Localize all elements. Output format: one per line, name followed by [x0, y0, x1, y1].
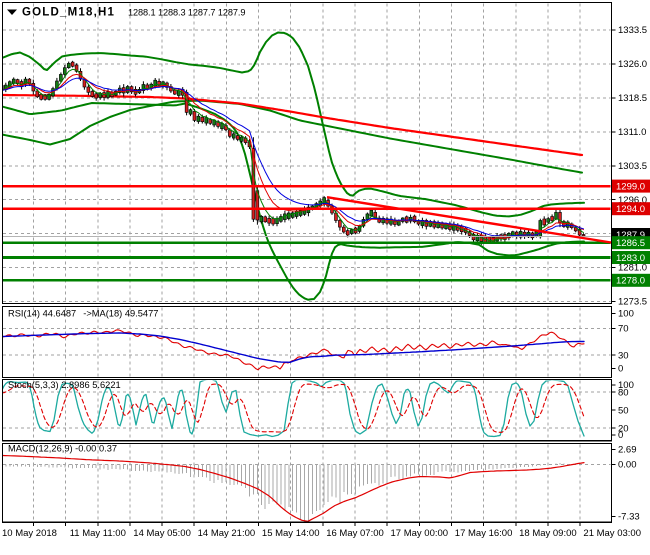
svg-text:17 May 00:00: 17 May 00:00: [391, 528, 449, 539]
svg-text:0: 0: [618, 364, 623, 375]
svg-text:1333.5: 1333.5: [618, 25, 647, 36]
svg-text:70: 70: [618, 324, 629, 335]
svg-text:30: 30: [618, 350, 629, 361]
svg-text:0: 0: [618, 430, 623, 441]
svg-text:17 May 16:00: 17 May 16:00: [455, 528, 513, 539]
svg-text:1294.0: 1294.0: [616, 204, 645, 215]
svg-text:20: 20: [618, 423, 629, 434]
svg-text:1318.5: 1318.5: [618, 93, 647, 104]
svg-text:14 May 05:00: 14 May 05:00: [133, 528, 191, 539]
svg-text:-7.33: -7.33: [618, 512, 640, 523]
svg-text:100: 100: [618, 380, 634, 391]
svg-text:1288.1 1288.3 1287.7 1287.9: 1288.1 1288.3 1287.7 1287.9: [128, 7, 245, 17]
svg-text:1326.0: 1326.0: [618, 59, 647, 70]
svg-text:1311.0: 1311.0: [618, 127, 646, 138]
svg-text:14 May 21:00: 14 May 21:00: [198, 528, 256, 539]
svg-text:50: 50: [618, 405, 629, 416]
svg-text:11 May 11:00: 11 May 11:00: [70, 528, 126, 539]
svg-text:1303.5: 1303.5: [618, 161, 647, 172]
svg-text:1299.0: 1299.0: [616, 182, 645, 193]
svg-text:0.00: 0.00: [618, 460, 637, 471]
svg-text:1296.0: 1296.0: [618, 195, 647, 206]
svg-text:16 May 07:00: 16 May 07:00: [326, 528, 384, 539]
svg-text:GOLD_M18,H1: GOLD_M18,H1: [22, 7, 115, 19]
svg-text:2.69: 2.69: [618, 445, 637, 456]
svg-text:1278.0: 1278.0: [616, 276, 645, 287]
svg-text:15 May 14:00: 15 May 14:00: [262, 528, 320, 539]
svg-text:1281.0: 1281.0: [618, 263, 647, 274]
svg-text:MACD(12,26,9) -0.00 0.37: MACD(12,26,9) -0.00 0.37: [8, 444, 117, 454]
svg-text:1273.5: 1273.5: [618, 297, 647, 308]
svg-text:1286.5: 1286.5: [616, 238, 645, 249]
svg-text:21 May 03:00: 21 May 03:00: [583, 528, 641, 539]
svg-text:18 May 09:00: 18 May 09:00: [519, 528, 577, 539]
svg-text:80: 80: [618, 387, 629, 398]
svg-text:1283.0: 1283.0: [616, 253, 645, 264]
svg-text:Stoch(5,3,3) 2.8986 5.6221: Stoch(5,3,3) 2.8986 5.6221: [8, 380, 121, 390]
svg-text:RSI(14) 44.6487->MA(18) 49.547: RSI(14) 44.6487 ->MA(18) 49.5477: [8, 309, 158, 319]
svg-text:10 May 2018: 10 May 2018: [2, 528, 57, 539]
svg-text:100: 100: [618, 309, 634, 320]
svg-text:1287.9: 1287.9: [616, 230, 645, 241]
